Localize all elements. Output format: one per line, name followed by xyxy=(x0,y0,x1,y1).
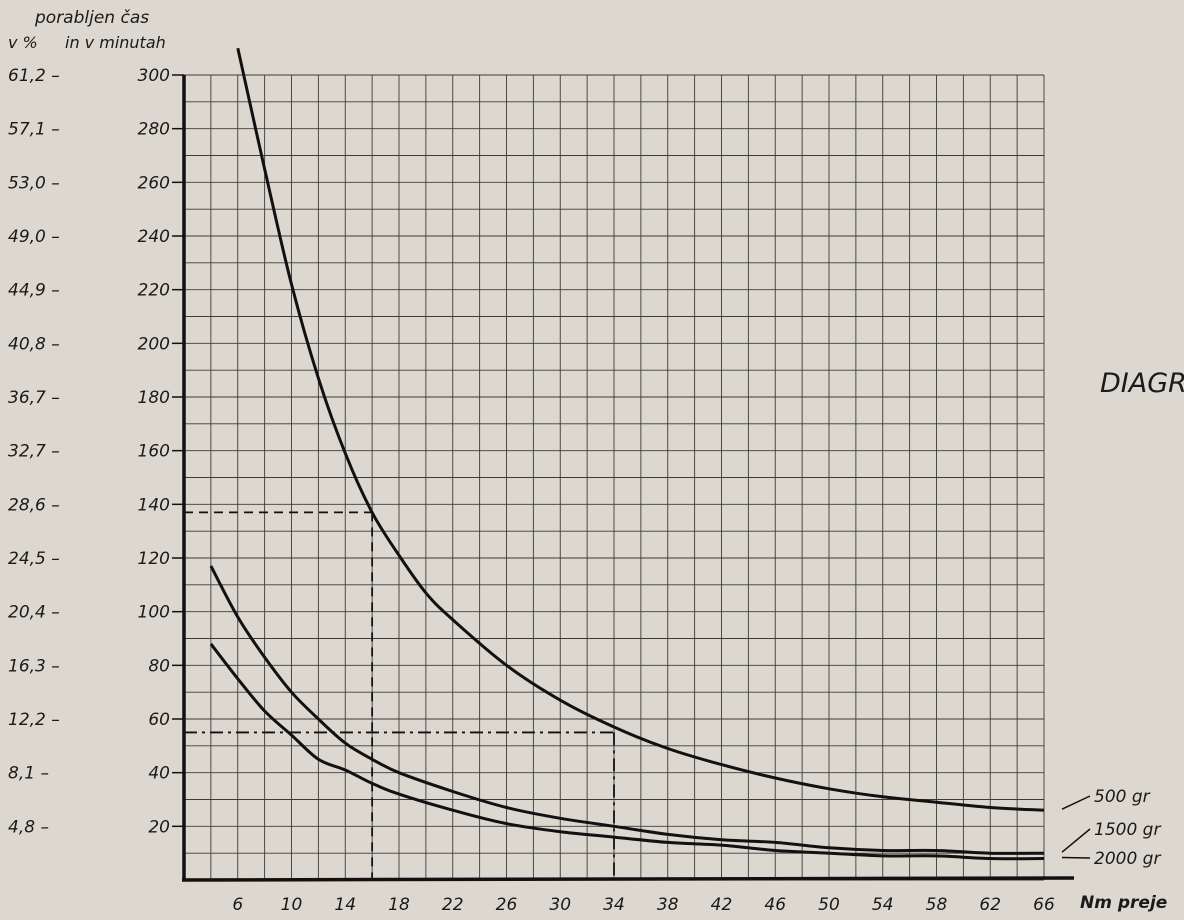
x-tick-label: 10 xyxy=(281,895,303,915)
y-tick-label: 220 xyxy=(138,281,170,301)
x-axis-line xyxy=(182,878,1074,880)
y-percent-tick-label: 57,1 – xyxy=(8,120,60,140)
x-tick-label: 54 xyxy=(872,895,894,915)
axes: 300 61,2 – 280 57,1 – 260 53,0 – 240 49,0 – 220 4… xyxy=(8,66,1074,915)
y-tick-label: 260 xyxy=(138,173,170,193)
y-percent-tick-label: 8,1 – xyxy=(8,764,49,784)
x-tick-label: 18 xyxy=(388,895,410,915)
y-percent-tick-label: 36,7 – xyxy=(8,388,60,408)
series-leader-line xyxy=(1062,829,1090,852)
series-label: 2000 gr xyxy=(1094,849,1161,869)
y-tick-label: 300 xyxy=(138,66,170,86)
x-tick-label: 66 xyxy=(1033,895,1055,915)
x-tick-label: 30 xyxy=(549,895,571,915)
x-tick-label: 50 xyxy=(818,895,840,915)
y-percent-tick-label: 16,3 – xyxy=(8,656,60,676)
y-percent-tick-label: 61,2 – xyxy=(8,66,60,86)
y-tick-label: 60 xyxy=(148,710,170,730)
series-leader-line xyxy=(1062,796,1090,809)
y-percent-tick-label: 4,8 – xyxy=(8,817,49,837)
y-percent-tick-label: 32,7 – xyxy=(8,442,60,462)
chart-title: DIAGR xyxy=(1100,368,1184,399)
x-tick-label: 58 xyxy=(926,895,948,915)
y-percent-tick-label: 49,0 – xyxy=(8,227,60,247)
x-tick-label: 62 xyxy=(979,895,1001,915)
y-tick-label: 240 xyxy=(138,227,170,247)
y-percent-tick-label: 28,6 – xyxy=(8,495,60,515)
y-axis-label-minutes: in v minutah xyxy=(65,33,166,52)
y-tick-label: 120 xyxy=(138,549,170,569)
y-percent-tick-label: 12,2 – xyxy=(8,710,60,730)
y-axis-label-percent: v % xyxy=(8,33,38,52)
y-tick-label: 280 xyxy=(138,120,170,140)
x-tick-label: 38 xyxy=(657,895,679,915)
y-axis-label-title: porabljen čas xyxy=(34,8,149,28)
y-tick-label: 160 xyxy=(138,442,170,462)
y-tick-label: 20 xyxy=(148,817,170,837)
y-percent-tick-label: 24,5 – xyxy=(8,549,60,569)
series-line xyxy=(211,566,1044,853)
y-tick-label: 80 xyxy=(148,656,170,676)
y-percent-tick-label: 20,4 – xyxy=(8,603,60,623)
y-tick-label: 40 xyxy=(148,764,170,784)
x-tick-label: 26 xyxy=(496,895,518,915)
x-tick-label: 6 xyxy=(232,895,243,915)
x-axis-label: Nm preje xyxy=(1080,893,1167,913)
y-tick-label: 100 xyxy=(138,603,170,623)
series-label: 500 gr xyxy=(1094,787,1151,807)
x-tick-label: 22 xyxy=(442,895,464,915)
x-tick-label: 46 xyxy=(764,895,786,915)
y-tick-label: 180 xyxy=(138,388,170,408)
y-percent-tick-label: 44,9 – xyxy=(8,281,60,301)
x-tick-label: 14 xyxy=(334,895,356,915)
series-label: 1500 gr xyxy=(1094,820,1161,840)
x-tick-label: 34 xyxy=(603,895,625,915)
y-percent-tick-label: 40,8 – xyxy=(8,334,60,354)
y-percent-tick-label: 53,0 – xyxy=(8,173,60,193)
x-tick-label: 42 xyxy=(711,895,733,915)
y-tick-label: 200 xyxy=(138,334,170,354)
y-tick-label: 140 xyxy=(138,495,170,515)
